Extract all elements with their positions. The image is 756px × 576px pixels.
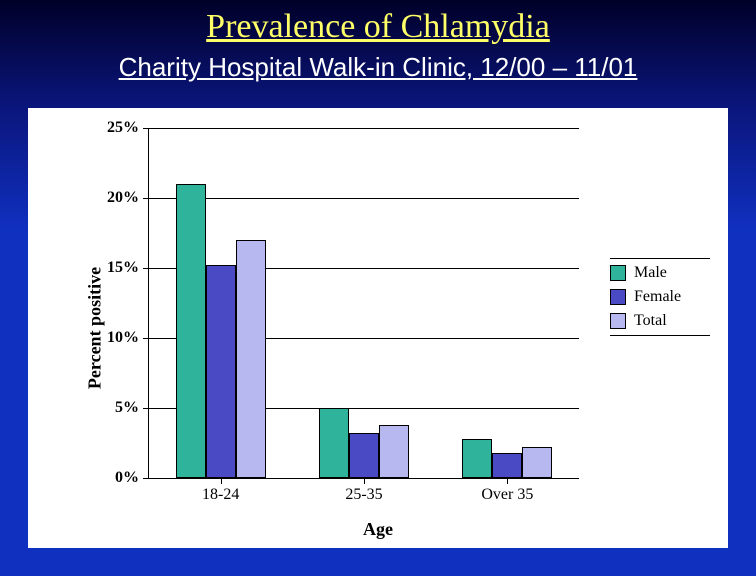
ytick-mark bbox=[143, 198, 149, 199]
y-axis-label: Percent positive bbox=[85, 267, 106, 389]
legend-label: Total bbox=[634, 312, 667, 330]
x-axis-label: Age bbox=[28, 519, 728, 540]
plot-region: 0%5%10%15%20%25%18-2425-35Over 35 bbox=[148, 128, 579, 479]
chart-area: Percent positive Age 0%5%10%15%20%25%18-… bbox=[28, 108, 728, 548]
legend-label: Male bbox=[634, 264, 667, 282]
bar-total bbox=[522, 447, 552, 478]
legend-swatch bbox=[610, 265, 626, 281]
ytick-label: 20% bbox=[107, 189, 139, 207]
bar-total bbox=[236, 240, 266, 478]
slide-title: Prevalence of Chlamydia bbox=[0, 8, 756, 46]
bar-male bbox=[319, 408, 349, 478]
legend-swatch bbox=[610, 313, 626, 329]
bar-male bbox=[462, 439, 492, 478]
ytick-label: 15% bbox=[107, 259, 139, 277]
bar-female bbox=[492, 453, 522, 478]
grid-line bbox=[149, 198, 579, 199]
bar-female bbox=[349, 433, 379, 478]
ytick-label: 10% bbox=[107, 329, 139, 347]
ytick-mark bbox=[143, 128, 149, 129]
legend-item: Female bbox=[610, 285, 710, 309]
legend-swatch bbox=[610, 289, 626, 305]
bar-total bbox=[379, 425, 409, 478]
ytick-mark bbox=[143, 338, 149, 339]
ytick-label: 5% bbox=[115, 399, 139, 417]
legend-divider bbox=[610, 258, 710, 259]
xtick-mark bbox=[507, 478, 508, 484]
ytick-label: 25% bbox=[107, 119, 139, 137]
slide-subtitle: Charity Hospital Walk-in Clinic, 12/00 –… bbox=[0, 52, 756, 83]
ytick-label: 0% bbox=[115, 469, 139, 487]
legend-item: Total bbox=[610, 309, 710, 333]
ytick-mark bbox=[143, 408, 149, 409]
legend-item: Male bbox=[610, 261, 710, 285]
ytick-mark bbox=[143, 478, 149, 479]
legend-divider bbox=[610, 335, 710, 336]
grid-line bbox=[149, 128, 579, 129]
xtick-mark bbox=[221, 478, 222, 484]
bar-male bbox=[176, 184, 206, 478]
legend: Male Female Total bbox=[610, 256, 710, 338]
xtick-label: Over 35 bbox=[481, 486, 533, 504]
bar-female bbox=[206, 265, 236, 478]
slide: Prevalence of Chlamydia Charity Hospital… bbox=[0, 0, 756, 576]
xtick-label: 25-35 bbox=[345, 486, 382, 504]
xtick-mark bbox=[364, 478, 365, 484]
xtick-label: 18-24 bbox=[202, 486, 239, 504]
ytick-mark bbox=[143, 268, 149, 269]
legend-label: Female bbox=[634, 288, 681, 306]
